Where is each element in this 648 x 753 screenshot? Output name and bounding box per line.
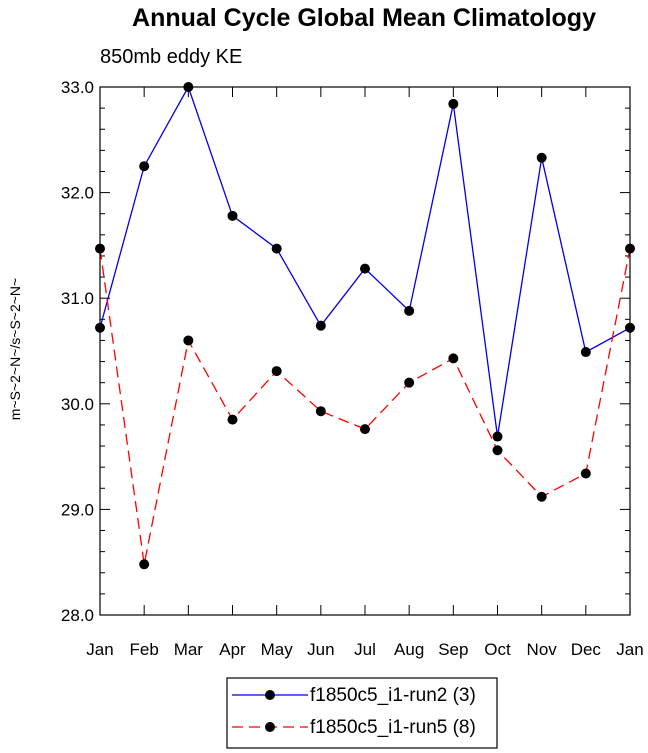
series-1-point [536, 491, 547, 502]
x-tick-label: Jul [354, 640, 376, 659]
series-0-point [404, 305, 415, 316]
series-1-point [448, 353, 459, 364]
chart-title: Annual Cycle Global Mean Climatology [132, 4, 596, 32]
x-tick-label: Jan [616, 640, 643, 659]
series-0-point [580, 347, 591, 358]
x-tick-label: May [261, 640, 294, 659]
series-0-point [315, 320, 326, 331]
x-tick-label: Mar [174, 640, 204, 659]
legend: f1850c5_i1-run2 (3) f1850c5_i1-run5 (8) [226, 677, 498, 749]
x-tick-label: Apr [219, 640, 246, 659]
series-0-point [227, 210, 238, 221]
series-1-point [315, 406, 326, 417]
x-tick-label: Dec [571, 640, 602, 659]
x-tick-label: Aug [394, 640, 424, 659]
legend-marker-run5 [265, 722, 275, 732]
series-1-point [183, 335, 194, 346]
series-0-point [492, 431, 503, 442]
y-tick-label: 31.0 [61, 289, 94, 308]
y-tick-label: 29.0 [61, 500, 94, 519]
y-tick-label: 32.0 [61, 184, 94, 203]
series-0-point [448, 98, 459, 109]
series-1-point [139, 559, 150, 570]
y-tick-label: 30.0 [61, 395, 94, 414]
series-0-point [271, 243, 282, 254]
x-tick-label: Oct [484, 640, 511, 659]
axes-group: 28.0 29.0 30.0 31.0 32.0 33.0 Jan Feb Mar Apr May J… [61, 78, 644, 659]
legend-marker-run2 [265, 690, 275, 700]
legend-label-run5: f1850c5_i1-run5 (8) [310, 717, 476, 738]
series-1-point [227, 414, 238, 425]
x-tick-label: Sep [438, 640, 468, 659]
series-1-point [492, 445, 503, 456]
chart-subtitle: 850mb eddy KE [100, 46, 242, 68]
series-1-point [360, 424, 370, 435]
legend-label-run2: f1850c5_i1-run2 (3) [310, 685, 476, 706]
series-1-point [404, 377, 415, 388]
x-tick-label: Jun [307, 640, 334, 659]
x-tick-label: Feb [130, 640, 159, 659]
y-axis-label: m~S~2~N~/s~S~2~N~ [7, 278, 23, 420]
series-0-point [139, 161, 150, 172]
series-0-point [536, 152, 547, 163]
y-tick-label: 28.0 [61, 606, 94, 625]
plot-frame [99, 86, 631, 616]
series-0-point [360, 263, 370, 274]
x-tick-label: Nov [527, 640, 558, 659]
series-1-point [271, 366, 282, 377]
x-tick-label: Jan [86, 640, 113, 659]
series-1-point [580, 468, 591, 479]
series-line-1 [99, 248, 631, 565]
y-tick-label: 33.0 [61, 78, 94, 97]
legend-box [226, 677, 498, 749]
series-group [95, 82, 635, 570]
